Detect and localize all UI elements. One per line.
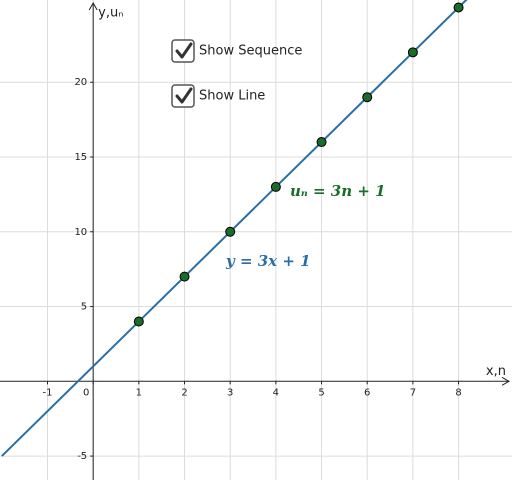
checkmark: [175, 42, 193, 59]
point: [316, 137, 327, 148]
equation-label: y = 3x + 1: [225, 252, 311, 270]
checkbox-label[interactable]: Show Line: [199, 89, 265, 104]
y-tick-label: 20: [74, 77, 87, 88]
point: [225, 226, 236, 237]
x-tick-label: 5: [318, 387, 324, 398]
x-axis-arrow: [501, 376, 511, 386]
y-axis-arrow: [88, 1, 98, 11]
y-tick-label: -5: [77, 451, 87, 462]
checkbox-label[interactable]: Show Sequence: [199, 44, 302, 59]
x-tick-label: 8: [455, 387, 461, 398]
y-tick-label: 10: [74, 227, 87, 238]
point: [362, 92, 373, 103]
x-tick-label: 1: [136, 387, 142, 398]
x-tick-label: 4: [273, 387, 279, 398]
equation-label: uₙ = 3n + 1: [290, 182, 386, 200]
x-tick-label: 6: [364, 387, 370, 398]
x-tick-label: -1: [43, 387, 53, 398]
x-axis-label: x,n: [486, 364, 506, 379]
checkmark: [175, 87, 193, 104]
x-tick-label: 2: [181, 387, 187, 398]
y-axis-label: y,uₙ: [98, 6, 123, 21]
x-tick-label: 0: [83, 387, 89, 398]
y-tick-label: 15: [74, 152, 87, 163]
point: [270, 181, 281, 192]
point: [453, 2, 464, 13]
marks: [1, 0, 468, 457]
x-tick-label: 7: [410, 387, 416, 398]
line: [1, 0, 468, 457]
point: [133, 316, 144, 327]
point: [407, 47, 418, 58]
controls: Show Sequence Show Line: [171, 39, 302, 108]
x-tick-label: 3: [227, 387, 233, 398]
point: [179, 271, 190, 282]
y-tick-label: 5: [81, 302, 87, 313]
